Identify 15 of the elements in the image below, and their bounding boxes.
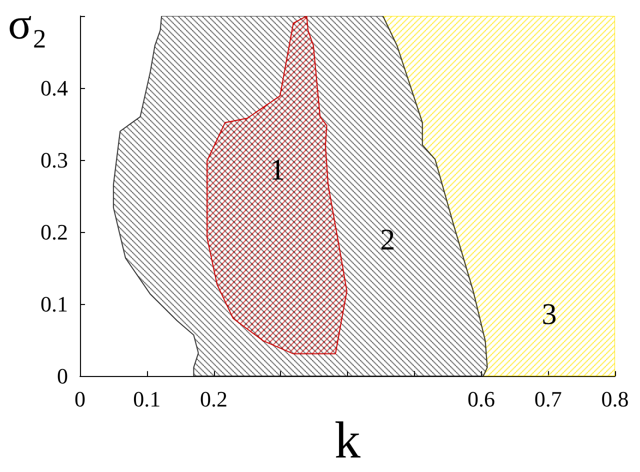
x-tick-label: 0.6 [468, 386, 495, 412]
y-tick-label: 0.3 [40, 148, 68, 173]
x-tick-label: 0 [74, 386, 86, 412]
y-tick-label: 0.1 [40, 292, 68, 317]
y-axis-title: σ₂ [8, 0, 48, 48]
x-tick-label: 0.1 [133, 386, 161, 412]
x-tick-label: 0.7 [534, 386, 562, 412]
x-tick-label: 0.2 [200, 386, 228, 412]
annotation: 1 [270, 153, 285, 186]
x-axis-title: k [334, 412, 360, 470]
y-tick-label: 0.4 [40, 76, 68, 101]
x-tick-label: 0.8 [601, 386, 629, 412]
annotation: 2 [380, 223, 396, 256]
y-tick-label: 0.2 [40, 220, 68, 245]
y-tick-label: 0 [57, 364, 68, 389]
